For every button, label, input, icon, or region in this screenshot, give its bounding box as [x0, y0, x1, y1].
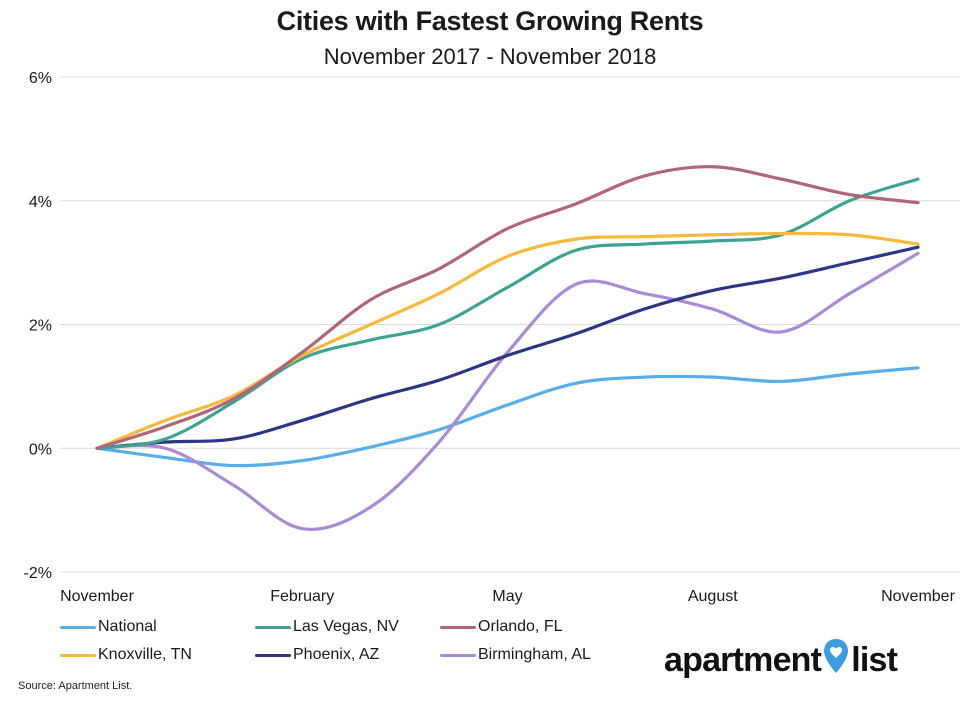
- legend-item: Birmingham, AL: [440, 646, 591, 664]
- y-tick-label: 0%: [29, 441, 52, 458]
- y-tick-label: 2%: [29, 318, 52, 335]
- y-tick-label: 4%: [29, 194, 52, 211]
- legend-swatch: [440, 625, 476, 629]
- legend-label: Phoenix, AZ: [293, 646, 380, 663]
- series-line-las-vegas-nv: [95, 177, 920, 450]
- series-line-phoenix-az: [95, 245, 920, 450]
- legend-label: Las Vegas, NV: [293, 618, 399, 635]
- map-pin-heart-icon: [823, 638, 849, 683]
- x-tick-label: May: [492, 588, 522, 605]
- x-tick-label: November: [881, 588, 955, 605]
- series-line-national: [95, 366, 920, 468]
- legend-swatch: [440, 653, 476, 657]
- legend-swatch: [255, 653, 291, 657]
- series-line-knoxville-tn: [95, 231, 920, 450]
- x-axis-ticks: November February May August November: [60, 588, 955, 605]
- x-tick-label: August: [688, 588, 738, 605]
- source-note: Source: Apartment List.: [18, 680, 133, 692]
- legend-item: Phoenix, AZ: [255, 646, 379, 664]
- legend-label: National: [98, 618, 157, 635]
- brand-text-left: apartment: [664, 641, 822, 679]
- legend-swatch: [60, 653, 96, 657]
- legend-item: Knoxville, TN: [60, 646, 192, 664]
- y-tick-label: -2%: [24, 565, 52, 582]
- gridlines: [60, 76, 960, 573]
- brand-text-right: list: [851, 641, 898, 679]
- y-axis-ticks: -2% 0% 2% 4% 6%: [24, 70, 52, 582]
- legend-item: Las Vegas, NV: [255, 618, 399, 636]
- y-tick-label: 6%: [29, 70, 52, 87]
- legend-swatch: [255, 625, 291, 629]
- legend-label: Orlando, FL: [478, 618, 563, 635]
- series-lines: [95, 165, 920, 531]
- legend-item: National: [60, 618, 157, 636]
- legend-swatch: [60, 625, 96, 629]
- legend-item: Orlando, FL: [440, 618, 562, 636]
- brand-logo: apartment list: [664, 638, 898, 683]
- x-tick-label: February: [270, 588, 334, 605]
- chart-subtitle: November 2017 - November 2018: [323, 44, 657, 69]
- chart-title: Cities with Fastest Growing Rents: [276, 6, 704, 36]
- x-tick-label: November: [60, 588, 134, 605]
- series-line-orlando-fl: [95, 165, 920, 450]
- legend-label: Birmingham, AL: [478, 646, 591, 663]
- legend-label: Knoxville, TN: [98, 646, 192, 663]
- series-line-birmingham-al: [95, 251, 920, 531]
